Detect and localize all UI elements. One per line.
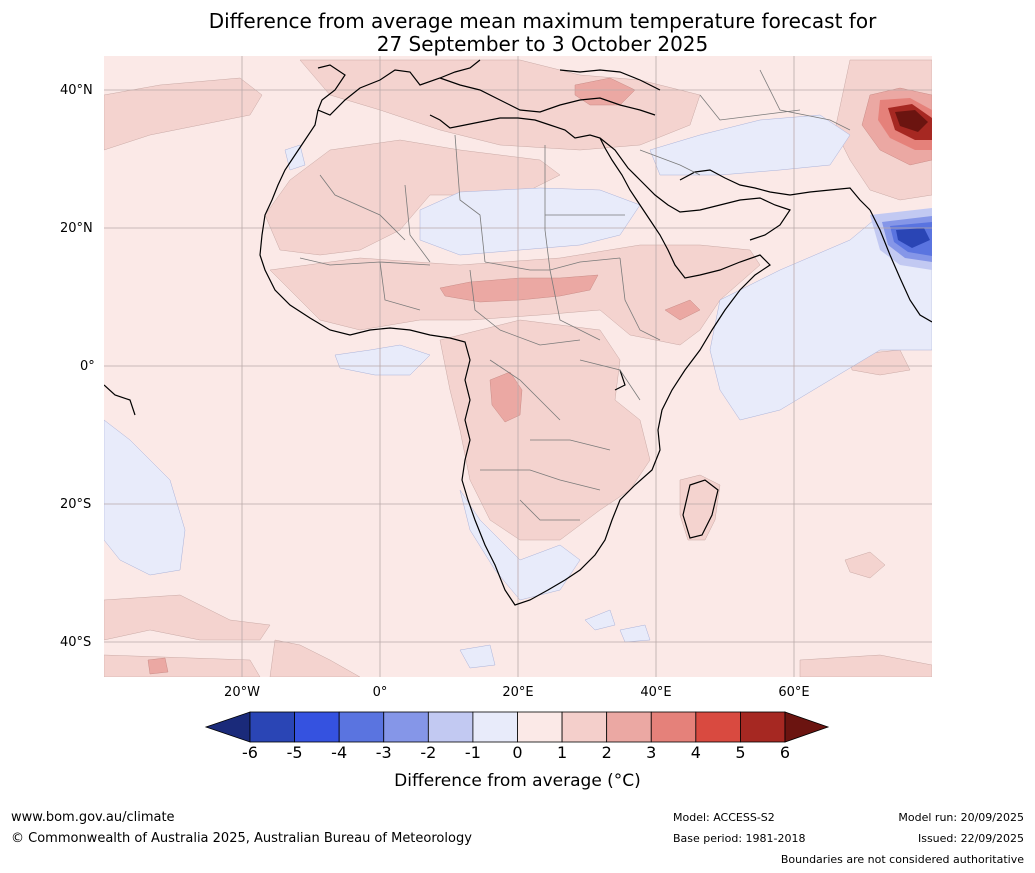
- colorbar-tick-label: -4: [331, 743, 348, 762]
- lon-label-0: 0°: [372, 685, 388, 700]
- lat-label-40n: 40°N: [60, 83, 93, 98]
- colorbar-cell: [249, 711, 295, 743]
- colorbar-tick-label: 0: [512, 743, 523, 762]
- footer-issued: Issued: 22/09/2025: [917, 832, 1024, 845]
- lat-label-40s: 40°S: [60, 635, 92, 650]
- anomaly-minus5-minus4-regions: [896, 228, 930, 248]
- map-area: [104, 56, 932, 677]
- colorbar-cell: [561, 711, 608, 743]
- colorbar-tick-label: -6: [242, 743, 258, 762]
- colorbar-cell: [650, 711, 697, 743]
- lon-label-20w: 20°W: [224, 685, 260, 700]
- country-borders: [299, 69, 851, 521]
- footer-model-run: Model run: 20/09/2025: [898, 811, 1024, 824]
- lon-label-40e: 40°E: [640, 685, 672, 700]
- colorbar-tick-label: -1: [464, 743, 481, 762]
- colorbar-tick-label: 5: [735, 743, 746, 762]
- colorbar-min-arrow: [204, 711, 251, 743]
- footer-model: Model: ACCESS-S2: [673, 811, 775, 824]
- colorbar-cell: [338, 711, 385, 743]
- lon-label-20e: 20°E: [502, 685, 534, 700]
- colorbar-tick-label: 2: [601, 743, 612, 762]
- colorbar-cell: [294, 711, 340, 743]
- colorbar-cell: [427, 711, 474, 743]
- graticule: [104, 56, 932, 677]
- footer-disclaimer: Boundaries are not considered authoritat…: [780, 853, 1024, 866]
- colorbar-tick-label: 4: [690, 743, 701, 762]
- colorbar-label: Difference from average (°C): [394, 771, 641, 791]
- anomaly-above-6-regions: [895, 110, 928, 132]
- colorbar: [204, 711, 830, 743]
- colorbar-tick-label: -2: [420, 743, 437, 762]
- colorbar-max-arrow: [784, 711, 830, 743]
- lat-label-20n: 20°N: [60, 221, 93, 236]
- colorbar-tick-label: -3: [375, 743, 392, 762]
- colorbar-tick-label: 3: [646, 743, 657, 762]
- colorbar-cell: [695, 711, 741, 743]
- colorbar-cells: [249, 711, 786, 743]
- colorbar-tick-label: 6: [779, 743, 791, 762]
- lon-label-60e: 60°E: [778, 685, 810, 700]
- colorbar-cell: [383, 711, 429, 743]
- anomaly-minus1-0-regions: [104, 114, 932, 669]
- footer-base-period: Base period: 1981-2018: [673, 832, 806, 845]
- coastlines: [104, 59, 932, 606]
- colorbar-tick-label: -5: [286, 743, 303, 762]
- colorbar-cell: [517, 711, 563, 743]
- map-title-line-2: 27 September to 3 October 2025: [376, 32, 709, 56]
- lat-label-equator: 0°: [80, 359, 95, 374]
- footer-url: www.bom.gov.au/climate: [11, 810, 175, 825]
- colorbar-cell: [606, 711, 652, 743]
- colorbar-cell: [472, 711, 518, 743]
- map-title-line-1: Difference from average mean maximum tem…: [208, 9, 877, 33]
- footer-copyright: © Commonwealth of Australia 2025, Austra…: [11, 831, 472, 846]
- lat-label-20s: 20°S: [60, 497, 92, 512]
- colorbar-tick-label: 1: [556, 743, 568, 762]
- colorbar-cell: [740, 711, 786, 743]
